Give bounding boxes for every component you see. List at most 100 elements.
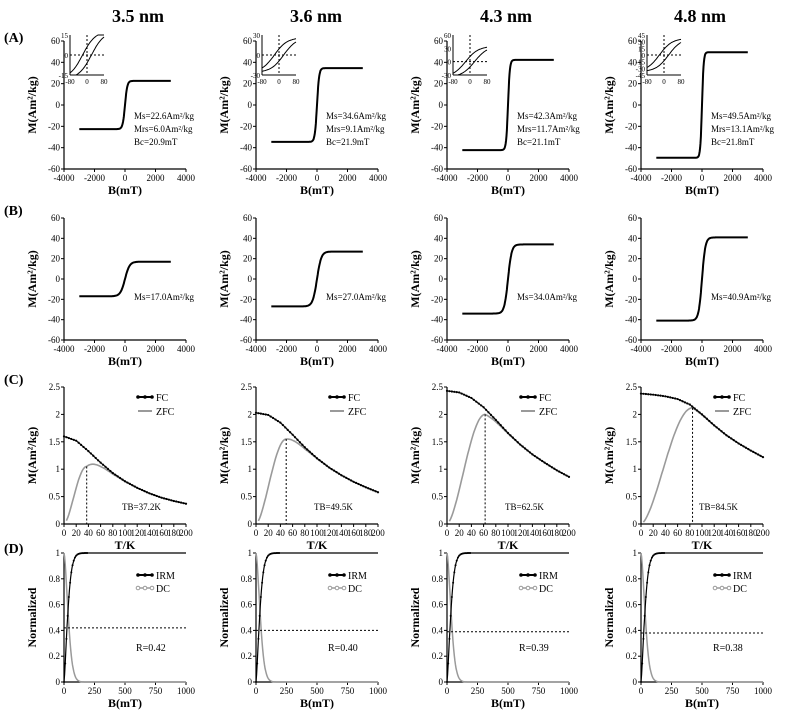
annotation-label: Bc=21.8mT — [711, 137, 755, 147]
y-tick-label: -40 — [431, 315, 443, 325]
fc-marker — [160, 496, 163, 499]
fc-marker — [497, 421, 500, 424]
x-tick-label: 140 — [720, 528, 734, 538]
y-tick-label: 0 — [56, 274, 61, 284]
x-axis-label: B(mT) — [108, 354, 142, 368]
x-tick-label: 2000 — [724, 344, 743, 354]
fc-marker — [705, 417, 708, 420]
x-tick-label: 100 — [310, 528, 324, 538]
fc-marker — [528, 451, 532, 454]
legend-dc-label: DC — [348, 584, 362, 595]
fc-marker — [715, 426, 718, 429]
fc-marker — [761, 456, 765, 459]
y-tick-label: 1.5 — [626, 437, 638, 447]
x-tick-label: 0 — [123, 173, 128, 183]
y-tick-label: -60 — [625, 164, 637, 174]
inset-loop-branch — [261, 41, 297, 72]
x-tick-label: 0 — [445, 686, 450, 696]
x-tick-label: 1000 — [560, 686, 579, 696]
panel-A-2: -60 -40 -20 0 20 40 60 -4000 -2000 0 2000 4000 B(mT)… — [408, 32, 580, 197]
y-tick-label: -60 — [48, 164, 60, 174]
legend-zfc-label: ZFC — [348, 407, 367, 418]
y-tick-label: 0 — [633, 519, 638, 529]
row-label: (D) — [4, 542, 24, 557]
y-tick-label: 20 — [434, 254, 444, 264]
y-tick-label: 0.5 — [241, 492, 253, 502]
fc-marker — [659, 394, 662, 397]
x-tick-label: 20 — [72, 528, 82, 538]
magnetization-curve — [462, 243, 554, 315]
inset-y-tick-label: 15 — [61, 32, 69, 40]
y-tick-label: 40 — [434, 57, 444, 67]
fc-marker — [735, 440, 738, 443]
x-axis-label: B(mT) — [685, 183, 719, 197]
irm-marker — [258, 614, 261, 617]
tb-label: TB=37.2K — [122, 502, 161, 512]
inset-y-tick-label: 0 — [642, 52, 646, 60]
irm-marker — [66, 614, 69, 617]
fc-marker — [737, 442, 740, 445]
legend-dc-marker — [712, 585, 718, 591]
y-tick-label: -20 — [48, 121, 60, 131]
fc-curve — [255, 412, 379, 493]
fc-marker — [374, 490, 377, 493]
fc-marker — [274, 418, 277, 421]
inset-loop-branch — [452, 46, 488, 74]
panel-A-3: -60 -40 -20 0 20 40 60 -4000 -2000 0 2000 4000 B(mT)… — [602, 32, 775, 197]
legend-irm-marker — [328, 573, 332, 577]
fc-marker — [492, 416, 495, 419]
fc-marker — [354, 481, 358, 484]
fc-marker — [323, 462, 326, 465]
y-tick-label: 1 — [439, 548, 444, 558]
fc-marker — [744, 446, 748, 449]
fc-marker — [688, 403, 691, 406]
fc-marker — [259, 412, 262, 415]
x-tick-label: -2000 — [661, 173, 682, 183]
fc-marker — [749, 449, 752, 452]
dc-curve — [63, 552, 186, 683]
fc-marker — [94, 456, 97, 460]
inset-loop-branch — [69, 34, 104, 74]
y-tick-label: 0 — [248, 519, 253, 529]
fc-marker — [644, 392, 647, 396]
y-tick-label: 60 — [243, 213, 253, 223]
x-tick-label: 40 — [84, 528, 94, 538]
x-tick-label: 180 — [550, 528, 564, 538]
fc-marker — [82, 445, 85, 449]
inset-y-tick-label: 0 — [448, 59, 452, 67]
x-tick-label: 2000 — [147, 173, 166, 183]
fc-marker — [289, 431, 292, 434]
panel-B-0: -60 -40 -20 0 20 40 60 -4000 -2000 0 2000 4000 B(mT)… — [25, 213, 196, 368]
y-tick-label: 0.2 — [49, 651, 60, 661]
x-tick-label: 120 — [513, 528, 527, 538]
fc-marker — [448, 390, 451, 393]
fc-marker — [89, 452, 92, 455]
panel-B-3: -60 -40 -20 0 20 40 60 -4000 -2000 0 2000 4000 B(mT)… — [602, 213, 773, 368]
y-axis-label: Normalized — [217, 587, 231, 647]
x-tick-label: 1000 — [177, 686, 196, 696]
x-axis-label: T/K — [692, 538, 713, 552]
y-tick-label: -20 — [240, 294, 252, 304]
y-tick-label: 2 — [439, 409, 444, 419]
fc-marker — [482, 406, 485, 409]
y-tick-label: 0.6 — [626, 600, 638, 610]
irm-marker — [649, 559, 652, 562]
x-tick-label: 100 — [695, 528, 709, 538]
fc-marker — [291, 433, 294, 436]
x-tick-label: 2000 — [339, 344, 358, 354]
fc-marker — [298, 441, 302, 444]
y-tick-label: 0.2 — [626, 651, 637, 661]
fc-marker — [462, 393, 466, 396]
fc-marker — [172, 499, 175, 503]
annotation-label: Ms=40.9Am²/kg — [711, 292, 772, 302]
row-label: (C) — [4, 373, 24, 388]
x-tick-label: 750 — [532, 686, 546, 696]
x-axis-label: B(mT) — [685, 696, 719, 710]
x-axis-label: B(mT) — [300, 354, 334, 368]
x-axis-label: B(mT) — [108, 696, 142, 710]
x-tick-label: 20 — [455, 528, 465, 538]
y-tick-label: 0 — [439, 677, 444, 687]
y-tick-label: -40 — [240, 315, 252, 325]
